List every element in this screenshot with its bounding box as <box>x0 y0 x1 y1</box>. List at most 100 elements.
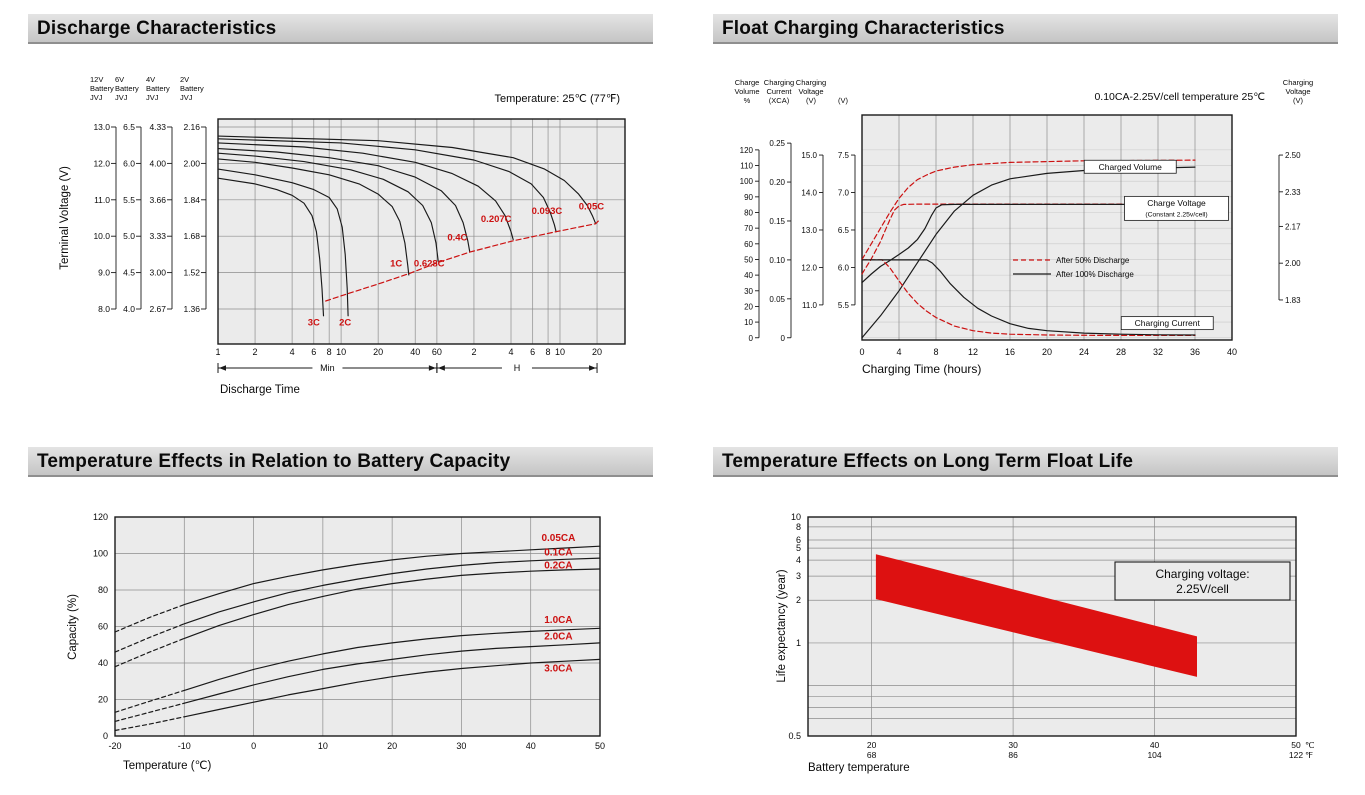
svg-text:5.0: 5.0 <box>123 231 135 241</box>
svg-text:1.68: 1.68 <box>183 231 200 241</box>
svg-text:℉: ℉ <box>1305 750 1314 760</box>
svg-text:Charging: Charging <box>1283 78 1313 87</box>
svg-text:10: 10 <box>555 347 565 357</box>
svg-text:5: 5 <box>796 543 801 553</box>
svg-text:11.0: 11.0 <box>94 195 110 205</box>
svg-text:0.5: 0.5 <box>788 731 801 741</box>
svg-text:0.15: 0.15 <box>769 217 785 226</box>
svg-text:120: 120 <box>740 146 754 155</box>
panel-title-float-charging: Float Charging Characteristics <box>713 14 1338 44</box>
svg-text:℃: ℃ <box>1305 740 1315 750</box>
svg-text:JVJ: JVJ <box>180 93 193 102</box>
svg-text:40: 40 <box>526 741 536 751</box>
svg-text:0.05C: 0.05C <box>579 202 604 213</box>
svg-text:6: 6 <box>530 347 535 357</box>
svg-text:20: 20 <box>744 302 753 311</box>
svg-text:60: 60 <box>744 240 753 249</box>
svg-text:0.207C: 0.207C <box>481 214 512 225</box>
svg-text:0: 0 <box>103 731 108 741</box>
svg-text:6.5: 6.5 <box>838 226 850 235</box>
svg-text:40: 40 <box>410 347 420 357</box>
svg-text:0: 0 <box>859 347 864 357</box>
svg-text:2.50: 2.50 <box>1285 151 1301 160</box>
svg-text:0.05: 0.05 <box>769 295 785 304</box>
float-charging-chart: 0 4 8 12 16 20 24 28 32 36 40 Charged Volume Charge … <box>734 78 1313 376</box>
svg-text:JVJ: JVJ <box>115 93 128 102</box>
svg-text:2C: 2C <box>339 318 351 329</box>
svg-text:After 100% Discharge: After 100% Discharge <box>1056 270 1134 279</box>
svg-text:86: 86 <box>1008 750 1018 760</box>
svg-text:20: 20 <box>373 347 383 357</box>
svg-text:3.33: 3.33 <box>149 231 166 241</box>
svg-text:After 50% Discharge: After 50% Discharge <box>1056 256 1130 265</box>
svg-text:Volume: Volume <box>734 87 759 96</box>
svg-text:20: 20 <box>1042 347 1052 357</box>
svg-text:JVJ: JVJ <box>90 93 103 102</box>
svg-text:(V): (V) <box>838 96 849 105</box>
svg-text:110: 110 <box>740 162 753 171</box>
svg-text:32: 32 <box>1153 347 1163 357</box>
svg-text:1.0CA: 1.0CA <box>544 615 572 626</box>
svg-text:6V: 6V <box>115 75 124 84</box>
svg-text:10: 10 <box>336 347 346 357</box>
svg-text:2V: 2V <box>180 75 189 84</box>
svg-text:0.05CA: 0.05CA <box>541 533 575 544</box>
svg-text:2.25V/cell: 2.25V/cell <box>1176 582 1229 596</box>
svg-text:20: 20 <box>98 695 108 705</box>
svg-text:100: 100 <box>93 549 108 559</box>
svg-text:4: 4 <box>290 347 295 357</box>
svg-text:Charging voltage:: Charging voltage: <box>1155 567 1249 581</box>
panel-float-life: Temperature Effects on Long Term Float L… <box>713 447 1338 777</box>
panel-discharge: Discharge Characteristics 1 2 4 6 8 10 20 40 60 2… <box>28 14 653 406</box>
svg-text:12.0: 12.0 <box>801 263 817 272</box>
svg-text:30: 30 <box>744 287 753 296</box>
svg-text:7.5: 7.5 <box>838 151 850 160</box>
svg-text:Terminal Voltage (V): Terminal Voltage (V) <box>59 166 71 270</box>
panel-title-temp-capacity: Temperature Effects in Relation to Batte… <box>28 447 653 477</box>
svg-text:0: 0 <box>749 334 754 343</box>
svg-text:60: 60 <box>98 622 108 632</box>
svg-text:100: 100 <box>740 177 754 186</box>
svg-text:28: 28 <box>1116 347 1126 357</box>
svg-text:Life expectancy (year): Life expectancy (year) <box>776 569 788 682</box>
svg-text:3.00: 3.00 <box>149 268 166 278</box>
svg-text:Voltage: Voltage <box>798 87 823 96</box>
svg-text:2.33: 2.33 <box>1285 188 1301 197</box>
svg-text:5.5: 5.5 <box>123 195 135 205</box>
svg-text:20: 20 <box>867 740 877 750</box>
svg-text:2: 2 <box>253 347 258 357</box>
svg-text:Charge Voltage: Charge Voltage <box>1147 198 1206 208</box>
svg-text:4V: 4V <box>146 75 155 84</box>
svg-text:12V: 12V <box>90 75 103 84</box>
svg-text:6.0: 6.0 <box>838 263 850 272</box>
svg-text:4.0: 4.0 <box>123 304 135 314</box>
svg-text:-10: -10 <box>178 741 191 751</box>
svg-text:2.00: 2.00 <box>1285 259 1301 268</box>
svg-text:40: 40 <box>98 658 108 668</box>
svg-text:2.67: 2.67 <box>149 304 166 314</box>
panel-title-float-life: Temperature Effects on Long Term Float L… <box>713 447 1338 477</box>
svg-text:(XCA): (XCA) <box>769 96 790 105</box>
svg-text:8: 8 <box>796 522 801 532</box>
svg-text:Charging: Charging <box>764 78 794 87</box>
svg-text:4: 4 <box>796 555 801 565</box>
svg-text:Battery: Battery <box>115 84 139 93</box>
svg-text:Charge: Charge <box>735 78 760 87</box>
svg-text:24: 24 <box>1079 347 1089 357</box>
svg-text:1.84: 1.84 <box>183 195 200 205</box>
svg-text:8: 8 <box>546 347 551 357</box>
svg-text:8: 8 <box>327 347 332 357</box>
svg-text:Battery: Battery <box>90 84 114 93</box>
svg-text:6: 6 <box>311 347 316 357</box>
svg-text:60: 60 <box>432 347 442 357</box>
discharge-characteristics-chart: 1 2 4 6 8 10 20 40 60 2 4 6 8 10 20 3C 2C 1C 0.628C 0.4C 0.2… <box>59 75 626 396</box>
svg-text:11.0: 11.0 <box>802 301 818 310</box>
svg-text:50: 50 <box>595 741 605 751</box>
svg-text:1C: 1C <box>390 259 402 270</box>
svg-text:14.0: 14.0 <box>801 189 817 198</box>
svg-text:50: 50 <box>1291 740 1301 750</box>
svg-text:120: 120 <box>93 512 108 522</box>
svg-text:3.0CA: 3.0CA <box>544 663 572 674</box>
svg-text:Battery: Battery <box>146 84 170 93</box>
svg-text:Current: Current <box>766 87 792 96</box>
